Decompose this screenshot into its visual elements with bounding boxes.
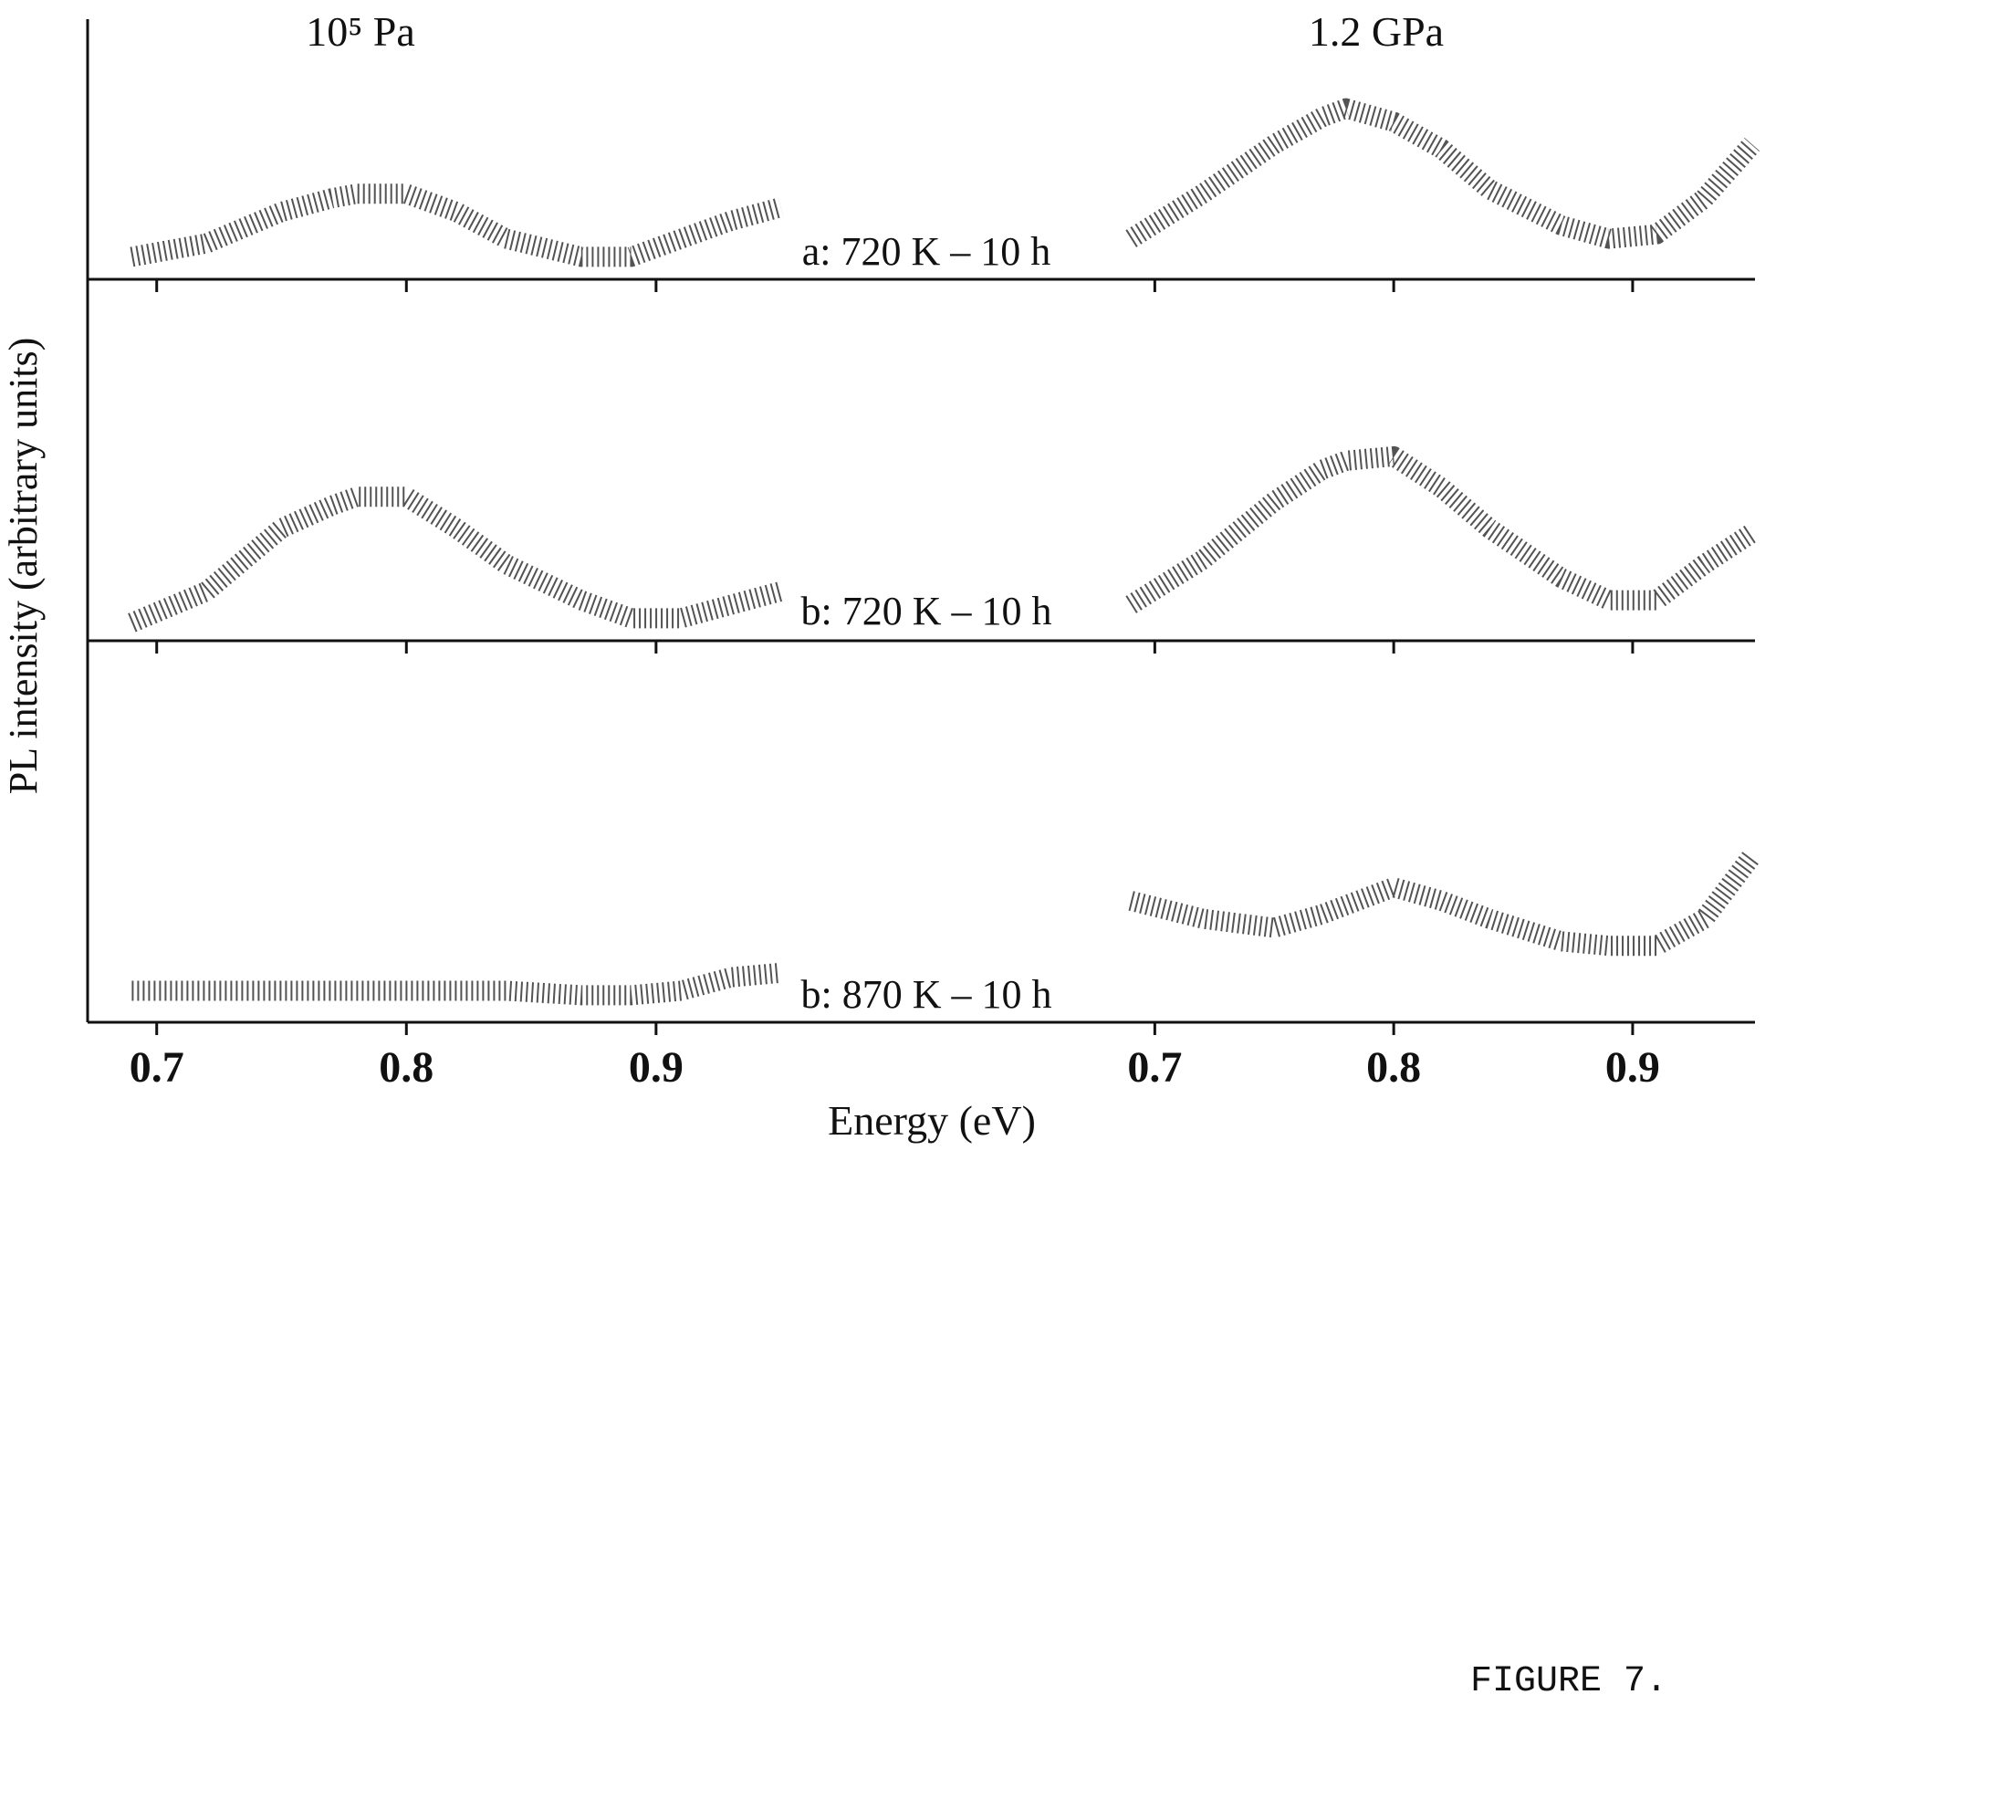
x-tick-label: 0.7	[1127, 1043, 1182, 1092]
data-line	[1125, 445, 1758, 613]
column-title: 1.2 GPa	[1309, 8, 1444, 55]
row-label: b: 720 K – 10 h	[801, 589, 1052, 633]
x-tick-label: 0.7	[130, 1043, 184, 1092]
x-tick-label: 0.8	[379, 1043, 433, 1092]
column-title: 10⁵ Pa	[306, 8, 415, 55]
x-axis-label: Energy (eV)	[828, 1097, 1036, 1144]
row-label: a: 720 K – 10 h	[802, 229, 1051, 274]
data-line	[130, 183, 784, 267]
x-tick-label: 0.9	[1605, 1043, 1660, 1092]
data-line	[131, 962, 782, 1006]
data-line	[1128, 849, 1760, 957]
figure-caption: FIGURE 7.	[1470, 1661, 1667, 1702]
x-tick-label: 0.8	[1366, 1043, 1421, 1092]
x-tick-label: 0.9	[629, 1043, 684, 1092]
data-line	[128, 486, 784, 633]
data-line	[1125, 98, 1760, 249]
row-label: b: 870 K – 10 h	[801, 972, 1052, 1017]
y-axis-label: PL intensity (arbitrary units)	[1, 338, 46, 795]
